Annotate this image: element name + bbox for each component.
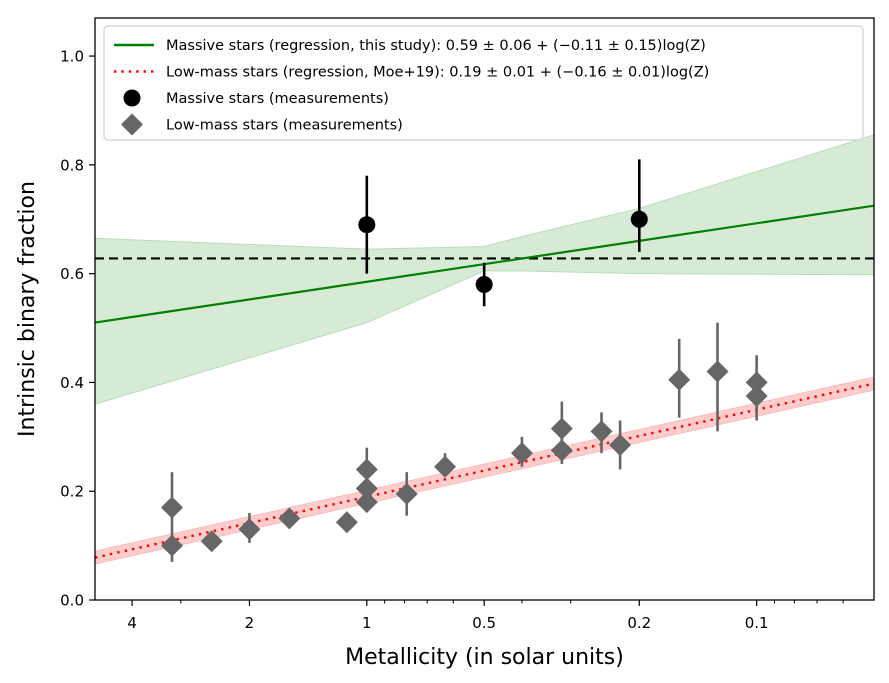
lowmass-data-point (745, 385, 768, 408)
lowmass-data-point (745, 371, 768, 394)
lowmass-data-point (335, 511, 358, 534)
x-tick-label: 0.1 (745, 614, 769, 632)
y-tick-label: 0.2 (60, 483, 84, 501)
y-axis-label: Intrinsic binary fraction (15, 181, 40, 437)
y-tick-label: 0.6 (60, 265, 84, 283)
y-tick-label: 0.4 (60, 374, 84, 392)
plot-area (95, 134, 874, 565)
lowmass-data-point (550, 417, 573, 440)
x-tick-label: 1 (362, 614, 372, 632)
y-tick-label: 1.0 (60, 48, 84, 66)
legend-label: Massive stars (regression, this study): … (166, 38, 706, 54)
lowmass-data-point (238, 518, 261, 541)
plot-content (95, 134, 874, 565)
legend-circle-marker (123, 89, 141, 107)
lowmass-data-point (590, 420, 613, 443)
y-tick-label: 0.0 (60, 592, 84, 610)
massive-data-point (475, 276, 493, 294)
legend-box (103, 25, 864, 141)
legend: Massive stars (regression, this study): … (103, 25, 864, 141)
legend-label: Low-mass stars (measurements) (166, 118, 403, 134)
lowmass-data-point (161, 534, 184, 557)
axis-ticks: 0.0 0.2 0.4 0.6 0.8 1.0 4 2 1 0.5 0.2 0.1 (60, 48, 844, 632)
massive-data-point (358, 216, 376, 234)
y-tick-label: 0.8 (60, 156, 84, 174)
lowmass-data-point (609, 433, 632, 456)
lowmass-data-point (434, 455, 457, 478)
lowmass-data-point (395, 482, 418, 505)
legend-diamond-marker (121, 113, 143, 136)
lowmass-data-point (510, 442, 533, 465)
lowmass-data-point (200, 530, 223, 553)
x-tick-label: 2 (245, 614, 255, 632)
lowmass-data-point (355, 477, 378, 500)
x-tick-label: 4 (127, 614, 137, 632)
lowmass-data-point (355, 458, 378, 481)
x-tick-label: 0.2 (627, 614, 651, 632)
x-axis-label: Metallicity (in solar units) (345, 645, 624, 670)
x-tick-label: 0.5 (472, 614, 496, 632)
lowmass-data-point (550, 439, 573, 462)
legend-label: Massive stars (measurements) (166, 91, 389, 107)
lowmass-data-point (161, 496, 184, 519)
lowmass-data-point (355, 491, 378, 514)
lowmass-data-point (278, 507, 301, 530)
lowmass-data-point (706, 360, 729, 383)
legend-label: Low-mass stars (regression, Moe+19): 0.1… (166, 65, 709, 81)
lowmass-data-point (668, 368, 691, 391)
massive-data-point (630, 210, 648, 228)
